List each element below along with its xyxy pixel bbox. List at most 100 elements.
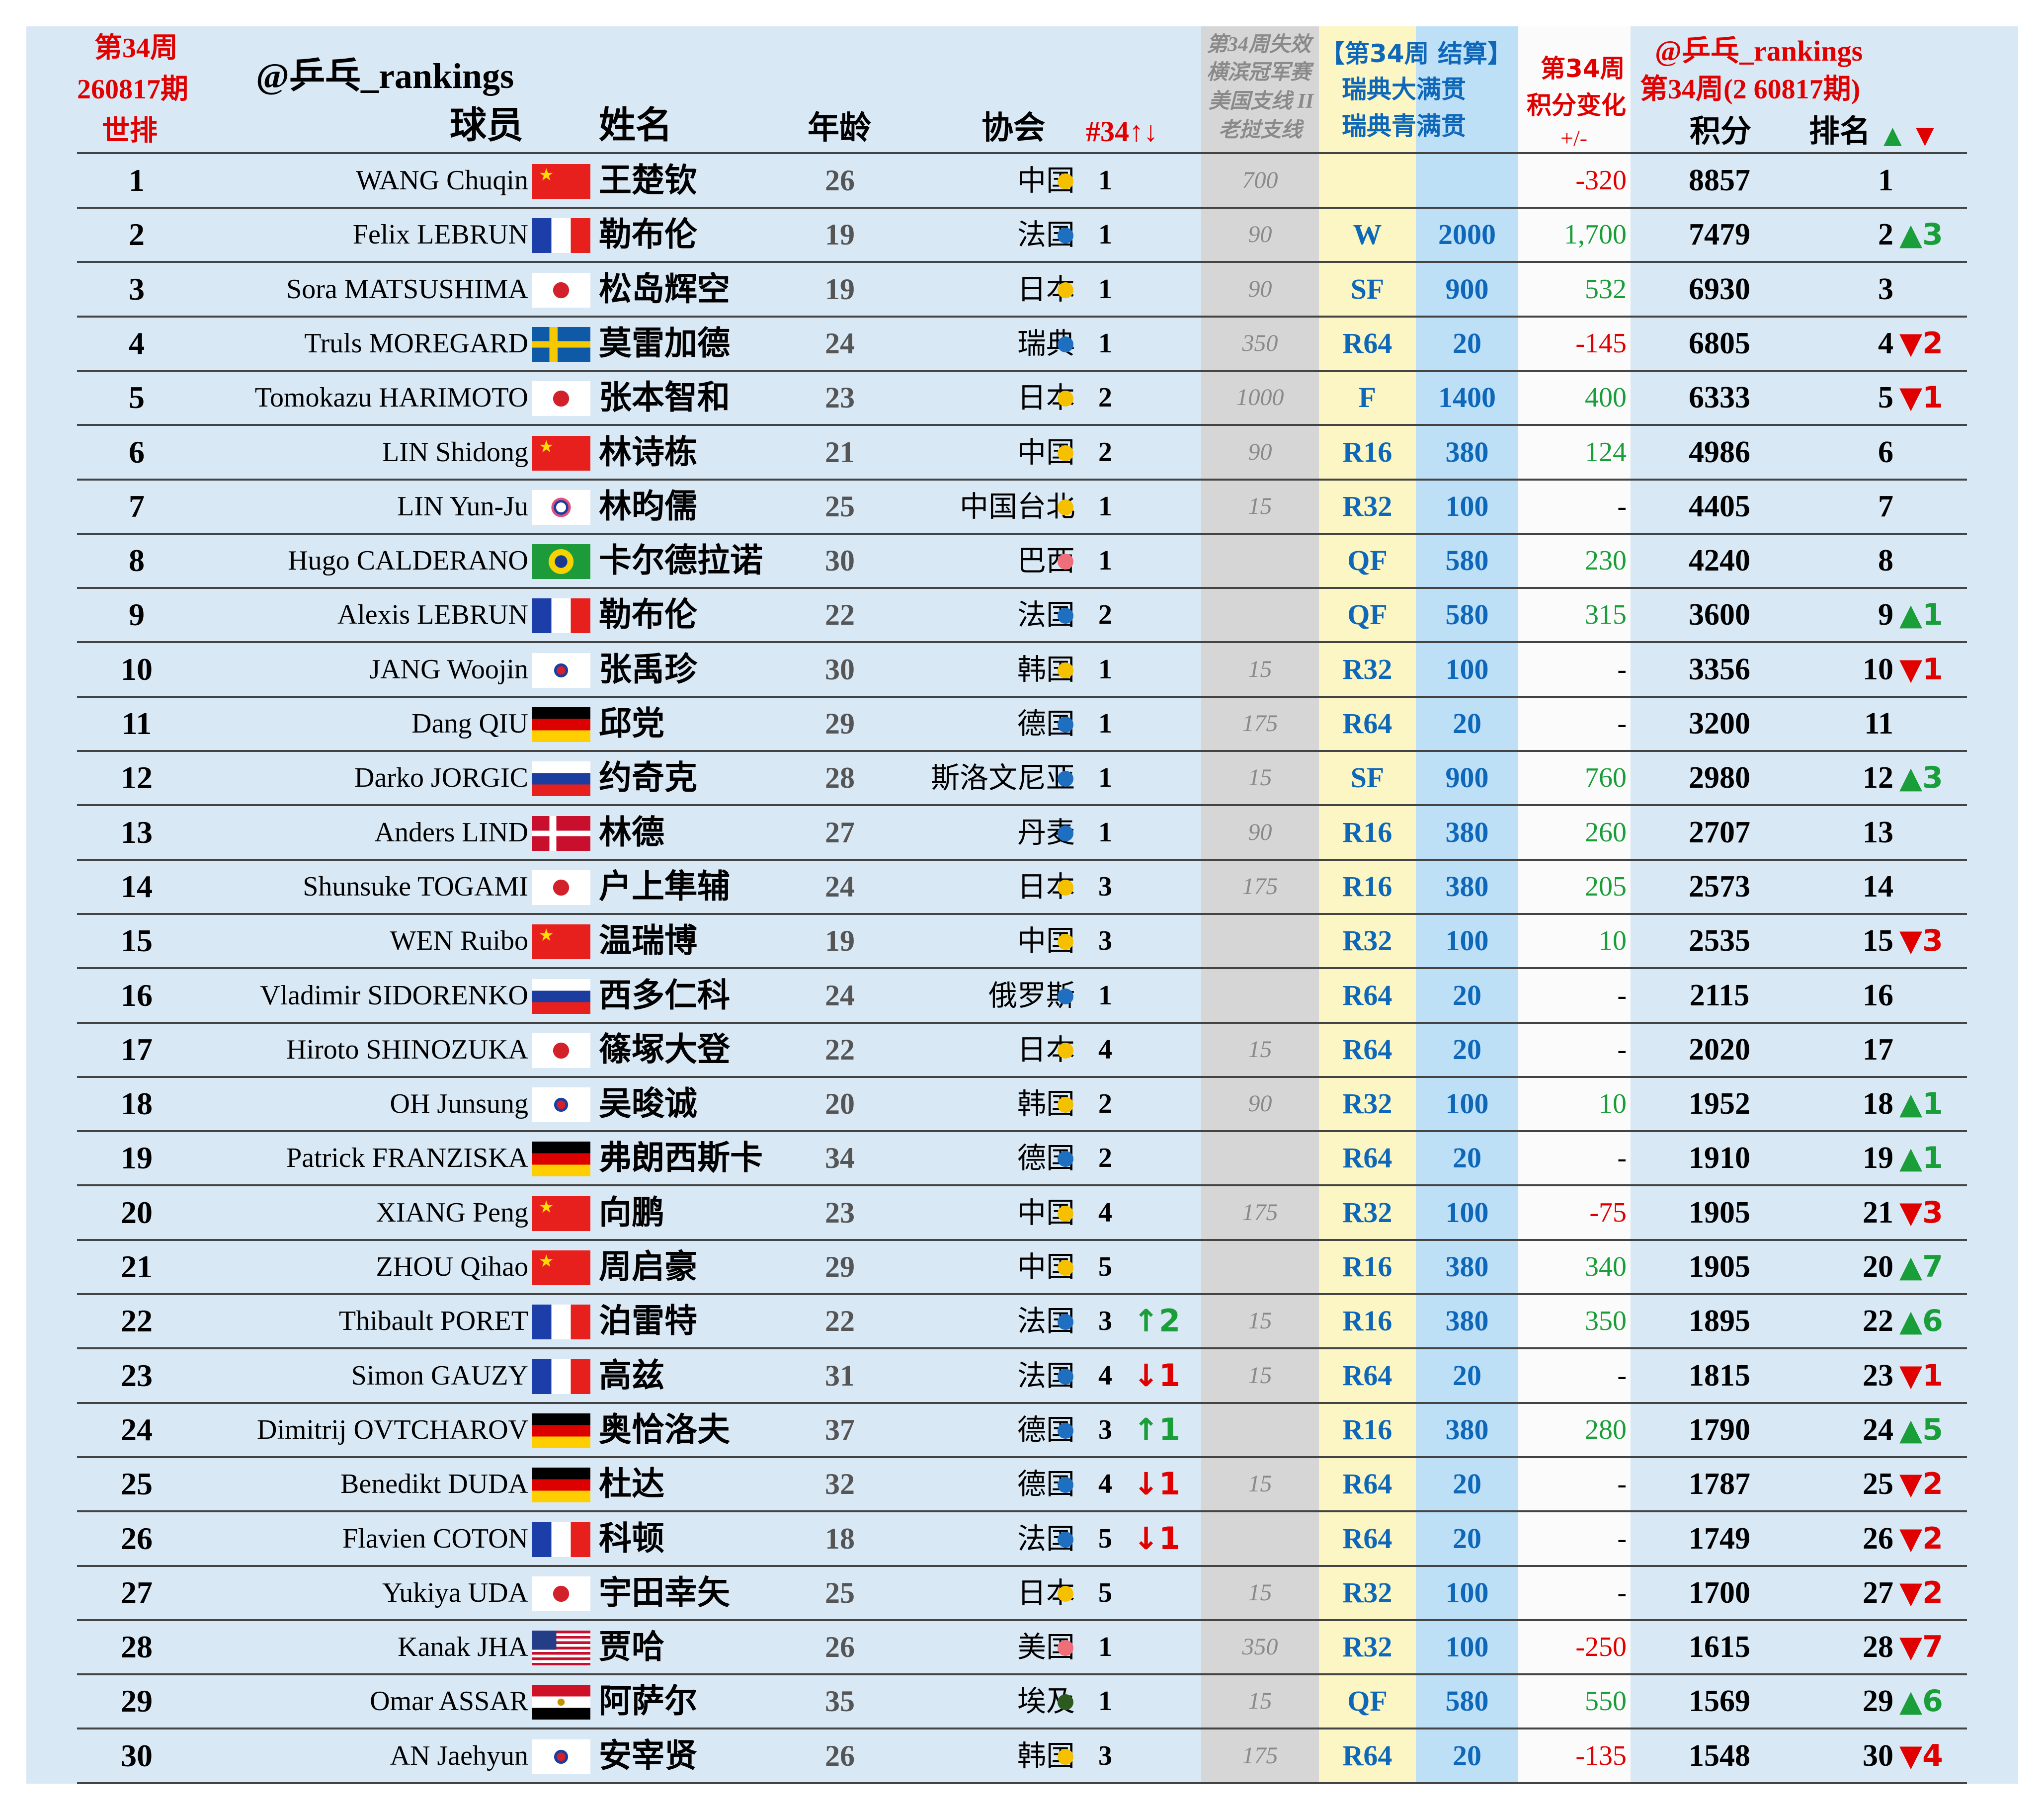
row-divider (77, 1130, 1967, 1133)
expired-points (1201, 1403, 1319, 1456)
expired-points: 90 (1248, 438, 1272, 465)
table-row: 23 Simon GAUZY 高兹 31 法国 4 ↓1 15 R64 20-1815 23 ▼1 (0, 1349, 2044, 1404)
expired-points: 1000 (1236, 384, 1284, 411)
points-change: 760 (1585, 762, 1627, 794)
points-change: -320 (1575, 165, 1627, 196)
national-rank: 1 (1098, 708, 1112, 739)
player-name-en: Vladimir SIDORENKO (260, 980, 528, 1011)
player-name-en: Shunsuke TOGAMI (303, 871, 528, 902)
tournament-result: R32 (1342, 1576, 1392, 1609)
earned-points: 20 (1453, 1522, 1481, 1555)
new-rank: 2 (1878, 218, 1893, 252)
national-rank: 2 (1098, 1143, 1112, 1174)
points-column-header: 积分 (1690, 113, 1752, 149)
national-rank: 1 (1098, 328, 1112, 359)
change-header-line3: +/- (1560, 125, 1588, 151)
new-rank: 25 (1863, 1467, 1893, 1501)
new-rank: 27 (1863, 1575, 1893, 1610)
world-rank: 29 (121, 1683, 153, 1719)
ranking-sheet (26, 26, 2018, 1784)
earned-points: 580 (1445, 544, 1489, 577)
row-divider (77, 695, 1967, 698)
national-rank: 1 (1098, 980, 1112, 1011)
player-name-cn: 阿萨尔 (599, 1682, 697, 1721)
row-divider (77, 478, 1967, 481)
national-rank: 1 (1098, 1686, 1112, 1717)
de-flag-icon (532, 1413, 590, 1448)
player-name-en: Darko JORGIC (354, 762, 528, 794)
player-name-en: Alexis LEBRUN (337, 599, 528, 631)
player-name-cn: 周启豪 (599, 1247, 697, 1286)
de-flag-icon (532, 707, 590, 742)
world-rank: 16 (121, 977, 153, 1013)
table-row: 9 Alexis LEBRUN 勒布伦 22 法国 2 QF 580 315 3600 9 ▲1 (0, 588, 2044, 644)
row-divider (77, 1782, 1967, 1784)
world-rank: 19 (121, 1140, 153, 1176)
earned-points: 20 (1453, 1359, 1481, 1392)
earned-points: 20 (1453, 1739, 1481, 1772)
table-row: 28 Kanak JHA 贾哈 26 美国 1 350 R32 100 -250 1615 28 ▼7 (0, 1621, 2044, 1676)
association-dot-icon (1058, 336, 1073, 352)
national-rank-column-header: #34↑↓ (1086, 115, 1158, 148)
table-row: 10 JANG Woojin 张禹珍 30 韩国 1 15 R32 100-3356 10 ▼1 (0, 643, 2044, 698)
tw-flag-icon (532, 490, 590, 525)
new-rank: 26 (1863, 1521, 1893, 1556)
points-change: 315 (1585, 599, 1627, 631)
association-dot-icon (1058, 1748, 1073, 1765)
total-points: 1569 (1689, 1684, 1750, 1719)
player-age: 18 (825, 1522, 855, 1555)
tournament-result: R16 (1342, 816, 1392, 848)
jp-flag-icon (532, 381, 590, 416)
table-row: 30 AN Jaehyun 安宰贤 26 韩国 3 175 R64 20 -135 1548 30 ▼4 (0, 1729, 2044, 1784)
table-row: 19 Patrick FRANZISKA 弗朗西斯卡 34 德国 2 R64 20-1910 1… (0, 1132, 2044, 1187)
player-name-en: Truls MOREGARD (304, 328, 528, 359)
world-rank: 21 (121, 1249, 153, 1284)
association-dot-icon (1058, 1151, 1073, 1167)
national-rank: 2 (1098, 599, 1112, 631)
points-change: 10 (1599, 1088, 1627, 1120)
rank-movement: ▼3 (1899, 1195, 1943, 1230)
points-change: - (1617, 654, 1627, 685)
points-change: - (1617, 1360, 1627, 1391)
total-points: 1615 (1689, 1630, 1750, 1664)
expired-points: 15 (1248, 1471, 1272, 1497)
national-rank: 3 (1098, 1414, 1112, 1445)
new-rank: 4 (1878, 326, 1893, 360)
world-rank: 11 (121, 706, 152, 741)
player-age: 23 (825, 381, 855, 414)
association-dot-icon (1058, 988, 1073, 1004)
expired-points (1201, 914, 1319, 967)
earned-points: 20 (1453, 707, 1481, 740)
points-change: 350 (1585, 1306, 1627, 1337)
tournament-result: R16 (1342, 870, 1392, 903)
rank-movement: ▲5 (1899, 1412, 1943, 1447)
jp-flag-icon (532, 1033, 590, 1068)
player-age: 37 (825, 1413, 855, 1446)
cn-flag-icon (532, 1196, 590, 1231)
player-name-en: Flavien COTON (342, 1523, 528, 1554)
cn-flag-icon (532, 924, 590, 960)
player-age: 26 (825, 1631, 855, 1664)
world-rank: 3 (129, 271, 145, 307)
world-rank: 28 (121, 1629, 153, 1665)
player-age: 26 (825, 164, 855, 197)
national-rank: 3 (1098, 1306, 1112, 1337)
player-name-en: JANG Woojin (369, 654, 528, 685)
total-points: 1952 (1689, 1087, 1750, 1121)
world-rank: 1 (129, 163, 145, 198)
table-row: 25 Benedikt DUDA 杜达 32 德国 4 ↓1 15 R64 20-1787 25 ▼2 (0, 1458, 2044, 1513)
br-flag-icon (532, 544, 590, 579)
total-points: 8857 (1689, 164, 1750, 197)
association-dot-icon (1058, 228, 1073, 244)
se-flag-icon (532, 327, 590, 362)
earned-points: 20 (1453, 1033, 1481, 1066)
total-points: 1700 (1689, 1575, 1750, 1610)
change-header-line2: 积分变化 (1527, 91, 1626, 120)
world-rank: 6 (129, 434, 145, 470)
row-divider (77, 641, 1967, 644)
player-name-en: Omar ASSAR (370, 1686, 528, 1717)
row-divider (77, 750, 1967, 752)
row-divider (77, 967, 1967, 970)
new-rank: 22 (1863, 1304, 1893, 1338)
world-rank: 20 (121, 1194, 153, 1230)
